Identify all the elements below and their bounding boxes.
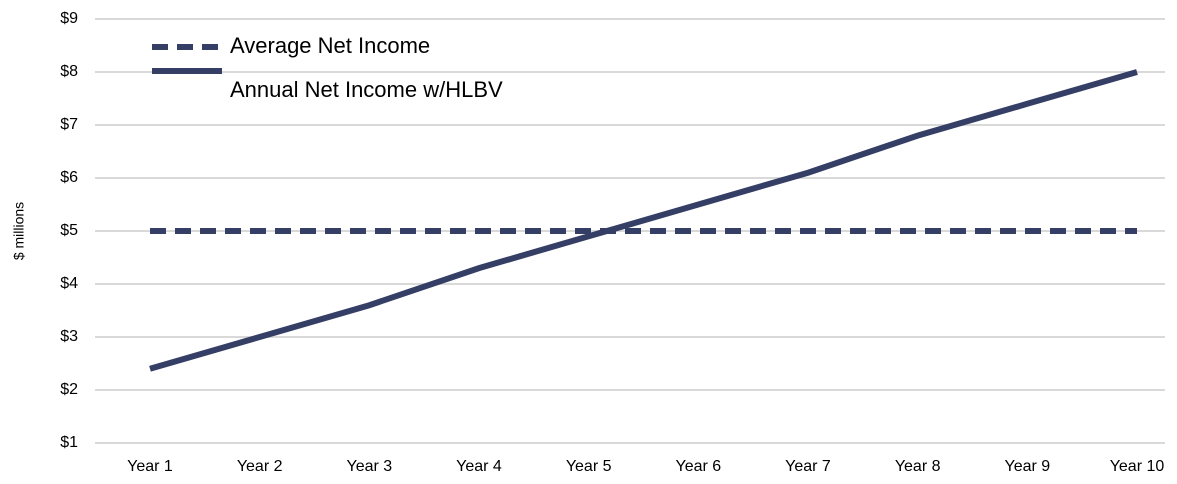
series-line xyxy=(149,69,1138,372)
x-tick-label: Year 4 xyxy=(456,458,502,475)
y-tick-label: $9 xyxy=(60,10,78,27)
y-tick-label: $6 xyxy=(60,169,78,186)
x-tick-label: Year 10 xyxy=(1110,458,1165,475)
x-tick-label: Year 9 xyxy=(1004,458,1050,475)
y-axis-label: $ millions xyxy=(11,202,27,260)
legend-label: Annual Net Income w/HLBV xyxy=(230,77,503,102)
x-tick-label: Year 7 xyxy=(785,458,831,475)
y-tick-label: $3 xyxy=(60,328,78,345)
y-tick-label: $8 xyxy=(60,63,78,80)
legend-label: Average Net Income xyxy=(230,33,430,58)
y-tick-label: $1 xyxy=(60,434,78,451)
x-tick-label: Year 3 xyxy=(346,458,392,475)
y-tick-label: $5 xyxy=(60,222,78,239)
x-tick-label: Year 2 xyxy=(237,458,283,475)
y-tick-label: $4 xyxy=(60,275,78,292)
x-tick-label: Year 8 xyxy=(895,458,941,475)
y-tick-label: $7 xyxy=(60,116,78,133)
x-tick-label: Year 1 xyxy=(127,458,173,475)
x-tick-label: Year 6 xyxy=(675,458,721,475)
x-tick-label: Year 5 xyxy=(566,458,612,475)
y-tick-label: $2 xyxy=(60,381,78,398)
